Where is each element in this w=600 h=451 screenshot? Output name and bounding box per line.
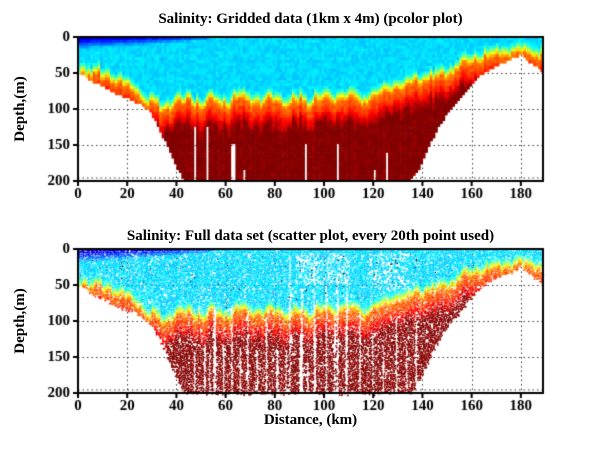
subplot2-ylabel: Depth,(m) bbox=[12, 288, 28, 354]
subplot2-title: Salinity: Full data set (scatter plot, e… bbox=[126, 228, 495, 244]
subplot2-xlabel: Distance, (km) bbox=[263, 412, 358, 428]
subplot1-ylabel: Depth,(m) bbox=[12, 76, 28, 142]
subplot1-title: Salinity: Gridded data (1km x 4m) (pcolo… bbox=[158, 11, 463, 27]
